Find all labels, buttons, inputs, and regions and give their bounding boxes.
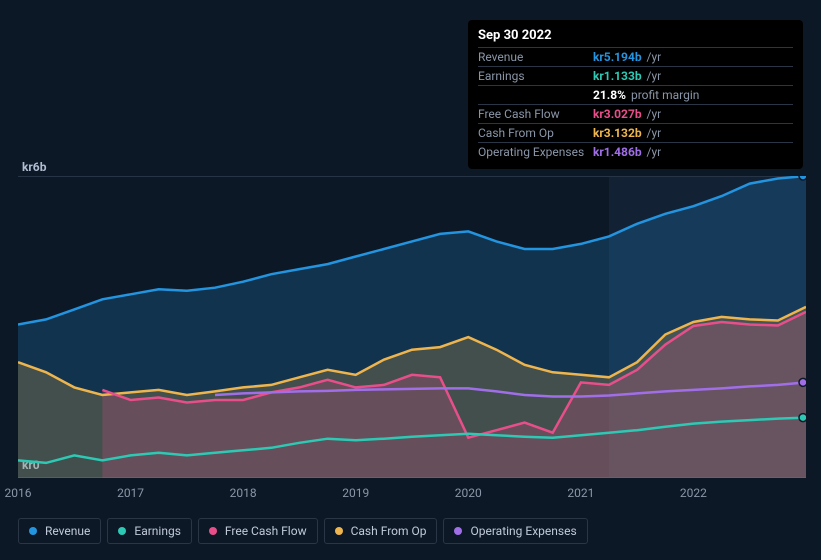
- legend-dot-icon: [209, 527, 217, 535]
- legend-label: Earnings: [134, 524, 181, 538]
- tooltip-row-label: Earnings: [478, 69, 593, 83]
- tooltip-row-unit: /yr: [644, 107, 662, 121]
- legend-item[interactable]: Revenue: [18, 518, 101, 544]
- tooltip-row: Earningskr1.133b /yr: [478, 66, 793, 85]
- x-axis-tick: 2017: [117, 486, 144, 500]
- tooltip-date: Sep 30 2022: [478, 28, 793, 47]
- tooltip-row-value: kr1.486b: [593, 145, 642, 159]
- tooltip-row-label: Operating Expenses: [478, 145, 593, 159]
- legend-dot-icon: [118, 527, 126, 535]
- chart-svg: [18, 176, 806, 478]
- chart-legend: Revenue Earnings Free Cash Flow Cash From O…: [18, 518, 588, 544]
- tooltip-row-unit: /yr: [644, 145, 662, 159]
- tooltip-row-unit: /yr: [644, 69, 662, 83]
- legend-dot-icon: [29, 527, 37, 535]
- legend-label: Free Cash Flow: [225, 524, 307, 538]
- legend-item[interactable]: Free Cash Flow: [198, 518, 318, 544]
- tooltip-row-label: Cash From Op: [478, 126, 593, 140]
- tooltip-row-value: kr3.132b: [593, 126, 642, 140]
- y-axis-label-max: kr6b: [22, 160, 46, 174]
- chart-tooltip: Sep 30 2022 Revenuekr5.194b /yrEarningsk…: [468, 20, 803, 169]
- x-axis-tick: 2019: [342, 486, 369, 500]
- tooltip-row-unit: /yr: [644, 50, 662, 64]
- tooltip-row: Revenuekr5.194b /yr: [478, 47, 793, 66]
- legend-item[interactable]: Cash From Op: [324, 518, 438, 544]
- tooltip-row-label: Free Cash Flow: [478, 107, 593, 121]
- x-axis-labels: 2016201720182019202020212022: [18, 486, 806, 502]
- tooltip-row-label: Revenue: [478, 50, 593, 64]
- legend-dot-icon: [335, 527, 343, 535]
- tooltip-row-unit: profit margin: [628, 88, 699, 102]
- chart-plot-area[interactable]: [18, 176, 806, 478]
- x-axis-tick: 2022: [680, 486, 707, 500]
- legend-item[interactable]: Operating Expenses: [443, 518, 587, 544]
- tooltip-row: Operating Expenseskr1.486b /yr: [478, 142, 793, 161]
- tooltip-row-value: 21.8%: [593, 88, 626, 102]
- tooltip-row-value: kr1.133b: [593, 69, 642, 83]
- tooltip-row-value: kr5.194b: [593, 50, 642, 64]
- x-axis-tick: 2018: [230, 486, 257, 500]
- x-axis-tick: 2021: [567, 486, 594, 500]
- tooltip-row-unit: /yr: [644, 126, 662, 140]
- legend-label: Operating Expenses: [470, 524, 576, 538]
- tooltip-row: Cash From Opkr3.132b /yr: [478, 123, 793, 142]
- tooltip-row-value: kr3.027b: [593, 107, 642, 121]
- x-axis-tick: 2020: [455, 486, 482, 500]
- legend-label: Revenue: [45, 524, 90, 538]
- tooltip-row: 21.8% profit margin: [478, 85, 793, 104]
- legend-dot-icon: [454, 527, 462, 535]
- tooltip-row-label: [478, 88, 593, 102]
- x-axis-tick: 2016: [5, 486, 32, 500]
- legend-item[interactable]: Earnings: [107, 518, 192, 544]
- tooltip-row: Free Cash Flowkr3.027b /yr: [478, 104, 793, 123]
- legend-label: Cash From Op: [351, 524, 427, 538]
